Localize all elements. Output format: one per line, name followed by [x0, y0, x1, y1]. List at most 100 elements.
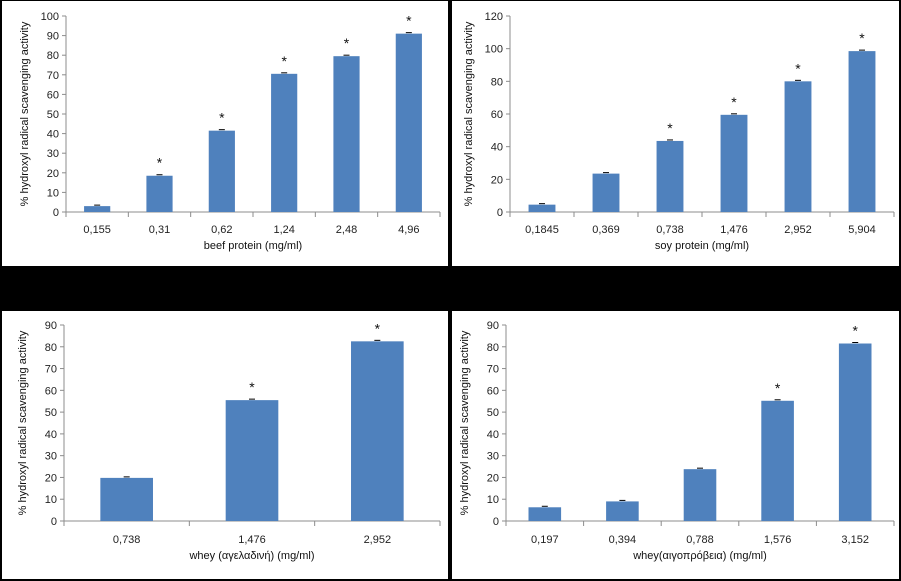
bar	[838, 343, 872, 521]
x-tick-label: 4,96	[398, 224, 419, 236]
chart-whey-cow: 0 10 20 30 40 50 60 70 80 90 % hydroxyl radical sc…	[17, 320, 441, 562]
y-tick-label: 90	[487, 320, 499, 332]
significance-marker: *	[852, 323, 858, 339]
chart-whey-goat: 0 10 20 30 40 50 60 70 80 90 % hydroxyl radical sc…	[459, 320, 895, 562]
bar	[720, 114, 748, 212]
bar	[606, 501, 639, 521]
y-tick-label: 100	[485, 44, 503, 56]
x-tick-label: 1,476	[720, 224, 748, 236]
y-tick-label: 0	[497, 207, 503, 219]
y-tick-label: 20	[491, 174, 503, 186]
significance-marker: *	[795, 60, 801, 76]
bar	[208, 130, 235, 212]
y-tick-label: 120	[485, 11, 503, 23]
x-tick-label: 0,1845	[525, 224, 559, 236]
y-axis-title: % hydroxyl radical scavenging activity	[463, 21, 475, 206]
significance-marker: *	[406, 13, 412, 29]
bar	[528, 507, 562, 521]
bar	[271, 73, 298, 212]
x-tick-label: 2,48	[336, 224, 357, 236]
y-tick-label: 90	[45, 320, 57, 332]
x-tick-label: 0,155	[83, 224, 111, 236]
x-tick-label: 0,738	[113, 534, 141, 546]
bar	[683, 469, 717, 521]
significance-marker: *	[219, 110, 225, 126]
bar	[848, 51, 876, 212]
bar	[351, 341, 404, 521]
significance-marker: *	[667, 120, 673, 136]
x-tick-label: 0,369	[592, 224, 620, 236]
bar	[784, 81, 812, 212]
y-axis-title: % hydroxyl radical scavenging activity	[459, 330, 471, 515]
y-tick-label: 30	[487, 451, 499, 463]
y-tick-label: 40	[47, 129, 59, 141]
x-axis-title: soy protein (mg/ml)	[655, 240, 749, 252]
x-tick-label: 5,904	[848, 224, 876, 236]
y-tick-label: 50	[487, 407, 499, 419]
chart-soy-protein: 0 20 40 60 80 100 120 % hydroxyl radical scaven…	[463, 11, 895, 252]
y-tick-label: 30	[47, 148, 59, 160]
significance-marker: *	[775, 380, 781, 396]
chart-panel-whey-cow: 0 10 20 30 40 50 60 70 80 90 % hydroxyl radical sc…	[2, 311, 448, 579]
bar	[528, 204, 556, 212]
x-tick-label: 0,197	[531, 534, 559, 546]
x-tick-label: 0,788	[686, 534, 714, 546]
significance-marker: *	[731, 94, 737, 110]
bar	[146, 175, 173, 212]
y-tick-label: 70	[45, 364, 57, 376]
y-tick-label: 10	[47, 187, 59, 199]
bar	[84, 206, 111, 212]
y-tick-label: 50	[47, 109, 59, 121]
y-tick-label: 60	[491, 109, 503, 121]
significance-marker: *	[281, 53, 287, 69]
significance-marker: *	[249, 379, 255, 395]
y-tick-label: 10	[487, 494, 499, 506]
x-axis-title: whey (αγελαδινή) (mg/ml)	[188, 550, 314, 562]
y-tick-label: 100	[41, 11, 59, 23]
y-tick-label: 90	[47, 31, 59, 43]
y-tick-label: 70	[487, 364, 499, 376]
y-tick-label: 60	[487, 385, 499, 397]
y-tick-label: 40	[487, 429, 499, 441]
y-axis-title: % hydroxyl radical scavenging activity	[19, 21, 31, 206]
y-tick-label: 0	[53, 207, 59, 219]
bar	[656, 140, 684, 212]
x-tick-label: 3,152	[841, 534, 869, 546]
significance-marker: *	[157, 155, 163, 171]
x-tick-label: 0,738	[656, 224, 684, 236]
x-tick-label: 0,31	[149, 224, 170, 236]
y-tick-label: 40	[491, 142, 503, 154]
bar	[100, 477, 153, 521]
bar	[592, 173, 620, 212]
significance-marker: *	[859, 30, 865, 46]
x-tick-label: 2,952	[784, 224, 812, 236]
y-tick-label: 60	[47, 89, 59, 101]
y-tick-label: 50	[45, 407, 57, 419]
y-tick-label: 20	[487, 472, 499, 484]
y-tick-label: 40	[45, 429, 57, 441]
y-tick-label: 80	[487, 342, 499, 354]
x-axis-title: beef protein (mg/ml)	[204, 240, 302, 252]
x-axis-title: whey(αιγοπρόβεια) (mg/ml)	[632, 550, 767, 562]
x-tick-label: 0,394	[609, 534, 637, 546]
y-tick-label: 30	[45, 451, 57, 463]
y-tick-label: 0	[493, 516, 499, 528]
chart-panel-whey-goat: 0 10 20 30 40 50 60 70 80 90 % hydroxyl radical sc…	[452, 311, 899, 579]
x-tick-label: 2,952	[364, 534, 392, 546]
x-tick-label: 1,24	[273, 224, 294, 236]
bar	[395, 33, 422, 212]
y-tick-label: 20	[45, 472, 57, 484]
y-tick-label: 0	[51, 516, 57, 528]
bar	[761, 400, 794, 521]
y-tick-label: 10	[45, 494, 57, 506]
x-tick-label: 0,62	[211, 224, 232, 236]
x-tick-label: 1,576	[764, 534, 792, 546]
significance-marker: *	[344, 35, 350, 51]
chart-panel-beef: 0 10 20 30 40 50 60 70 80 90 100 % hydroxyl radical…	[2, 1, 448, 266]
y-tick-label: 20	[47, 168, 59, 180]
y-tick-label: 80	[491, 76, 503, 88]
y-tick-label: 80	[47, 50, 59, 62]
bar	[333, 56, 360, 213]
significance-marker: *	[375, 320, 381, 336]
y-axis-title: % hydroxyl radical scavenging activity	[17, 330, 29, 515]
